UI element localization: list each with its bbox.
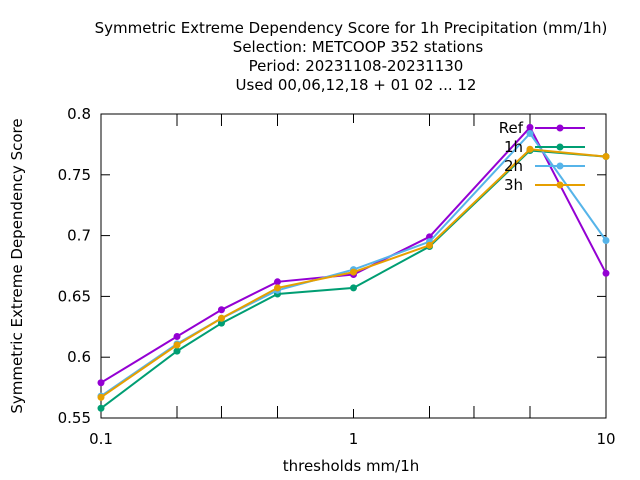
data-point-1h (97, 404, 105, 412)
x-tick-label: 10 (596, 430, 615, 448)
series-line-Ref (100, 125, 607, 384)
data-point-2h (526, 129, 534, 137)
data-point-Ref (217, 306, 225, 314)
title-line-1: Symmetric Extreme Dependency Score for 1… (95, 19, 608, 37)
y-tick-label: 0.55 (58, 409, 91, 427)
title-line-3: Period: 20231108-20231130 (249, 57, 464, 75)
y-tick-label: 0.6 (67, 348, 91, 366)
data-point-3h (350, 268, 357, 276)
y-axis-title: Symmetric Extreme Dependency Score (8, 118, 26, 413)
y-tick-label: 0.75 (58, 166, 91, 184)
data-point-3h (426, 241, 434, 249)
data-point-2h (602, 236, 610, 244)
data-point-1h (350, 284, 357, 292)
legend-label-Ref: Ref (499, 119, 524, 137)
data-point-3h (526, 145, 534, 153)
legend-marker-3h (556, 181, 564, 189)
title-line-2: Selection: METCOOP 352 stations (233, 38, 484, 56)
data-point-3h (602, 153, 610, 161)
plot-frame (100, 113, 607, 419)
x-minor-ticks (176, 114, 531, 418)
data-point-Ref (173, 333, 181, 341)
legend-marker-Ref (556, 124, 564, 132)
y-tick-label: 0.65 (58, 287, 91, 305)
data-point-3h (97, 393, 105, 401)
title-line-4: Used 00,06,12,18 + 01 02 ... 12 (236, 76, 477, 94)
x-tick-label: 1 (349, 430, 359, 448)
data-point-Ref (602, 269, 610, 277)
x-axis-title: thresholds mm/1h (283, 457, 420, 475)
data-point-Ref (273, 278, 281, 286)
y-tick-label: 0.7 (67, 227, 91, 245)
data-point-Ref (97, 379, 105, 387)
legend-marker-2h (556, 162, 564, 170)
data-point-3h (273, 284, 281, 292)
data-point-3h (217, 314, 225, 322)
series-line-1h (100, 149, 607, 410)
series-line-2h (100, 131, 607, 397)
x-axis: 0.1 1 10 (89, 114, 616, 448)
series-layer (97, 123, 610, 412)
data-point-3h (173, 341, 181, 349)
y-tick-label: 0.8 (67, 105, 91, 123)
x-tick-label: 0.1 (89, 430, 113, 448)
legend-label-2h: 2h (504, 157, 523, 175)
series-line-3h (100, 148, 607, 399)
legend-marker-1h (556, 143, 564, 151)
data-point-1h (173, 347, 181, 355)
legend-label-1h: 1h (504, 138, 523, 156)
chart-title: Symmetric Extreme Dependency Score for 1… (95, 19, 608, 94)
data-point-Ref (526, 123, 534, 131)
data-point-1h (217, 319, 225, 327)
y-axis: 0.55 0.6 0.65 0.7 0.75 0.8 (58, 105, 606, 427)
legend-label-3h: 3h (504, 176, 523, 194)
